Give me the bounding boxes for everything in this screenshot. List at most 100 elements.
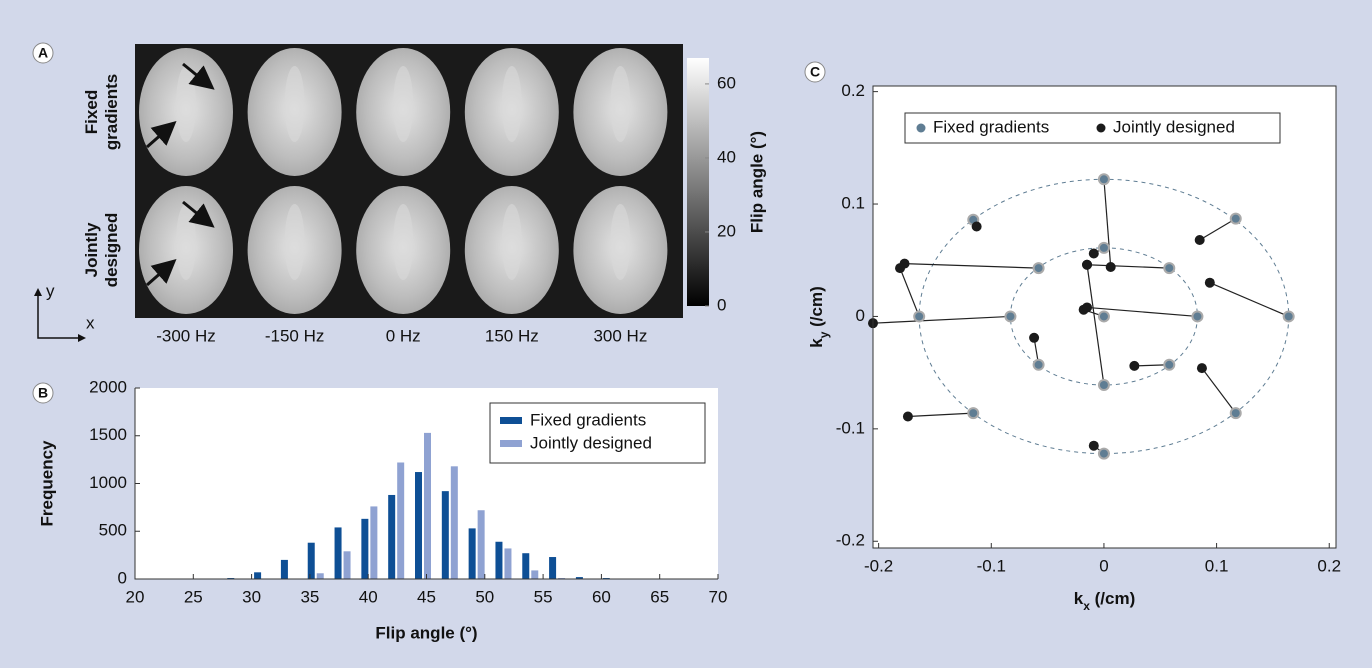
row-label-line: designed bbox=[102, 213, 121, 288]
y-axis-label-part: (/cm) bbox=[807, 286, 826, 331]
point bbox=[1097, 379, 1110, 392]
connector bbox=[1103, 179, 1112, 268]
x-axis-label-part: x bbox=[1083, 599, 1090, 613]
x-tick-label: 50 bbox=[475, 587, 494, 606]
point bbox=[1088, 440, 1099, 451]
point bbox=[1032, 262, 1045, 275]
panel-badge bbox=[804, 61, 826, 83]
brain-detail bbox=[501, 66, 522, 142]
axis-glyph-label: x bbox=[86, 313, 95, 332]
brain-detail bbox=[284, 66, 305, 142]
connector bbox=[1201, 367, 1237, 414]
brain-detail bbox=[176, 204, 196, 280]
bar bbox=[468, 528, 476, 579]
panel-label: B bbox=[38, 385, 48, 401]
bar bbox=[549, 557, 557, 579]
y-tick-label: 0.1 bbox=[841, 194, 865, 213]
connector bbox=[904, 263, 1039, 269]
bar bbox=[522, 553, 530, 579]
x-tick-label: 40 bbox=[359, 587, 378, 606]
bar bbox=[397, 462, 405, 579]
x-tick-label: 35 bbox=[300, 587, 319, 606]
bar bbox=[388, 494, 396, 579]
connector bbox=[899, 267, 920, 317]
colorbar bbox=[687, 58, 709, 306]
arrow bbox=[182, 200, 215, 228]
connector bbox=[1209, 282, 1289, 317]
point bbox=[1194, 235, 1205, 245]
bar bbox=[504, 548, 512, 579]
bar bbox=[531, 570, 539, 579]
y-tick-label: -0.2 bbox=[836, 531, 865, 550]
point bbox=[902, 411, 913, 422]
y-tick-label: 500 bbox=[99, 521, 127, 540]
x-tick-label: 55 bbox=[534, 587, 553, 606]
row-label-line: Jointly bbox=[82, 222, 101, 277]
column-label: 300 Hz bbox=[593, 326, 647, 345]
bar bbox=[477, 510, 485, 579]
point bbox=[895, 263, 906, 274]
point bbox=[967, 407, 980, 420]
point bbox=[1032, 358, 1045, 371]
legend-box bbox=[489, 402, 706, 464]
point bbox=[1191, 310, 1204, 323]
arrow bbox=[146, 259, 177, 287]
legend-marker bbox=[916, 123, 926, 133]
column-label: 0 Hz bbox=[386, 326, 421, 345]
y-tick-label: 0 bbox=[856, 306, 865, 325]
point bbox=[1282, 310, 1295, 323]
bar bbox=[424, 432, 432, 579]
colorbar-tick-label: 20 bbox=[717, 221, 736, 240]
point bbox=[1097, 310, 1110, 323]
legend-label: Fixed gradients bbox=[933, 117, 1049, 136]
bar bbox=[307, 542, 315, 579]
connector bbox=[907, 412, 974, 418]
row-label: Fixedgradients bbox=[82, 74, 121, 151]
bar bbox=[575, 577, 583, 579]
x-tick-label: 60 bbox=[592, 587, 611, 606]
y-tick-label: 0 bbox=[118, 568, 127, 587]
x-tick-label: 65 bbox=[650, 587, 669, 606]
connector bbox=[1086, 264, 1105, 386]
colorbar-tick-label: 60 bbox=[717, 73, 736, 92]
axis-glyph-label: y bbox=[46, 281, 55, 300]
bar bbox=[495, 541, 503, 579]
x-tick-label: 0.2 bbox=[1317, 556, 1341, 575]
legend-marker bbox=[1096, 123, 1106, 133]
point bbox=[1229, 212, 1242, 225]
y-axis-label: ky (/cm) bbox=[807, 286, 831, 348]
bar bbox=[450, 466, 458, 579]
connector bbox=[1087, 264, 1170, 269]
point bbox=[1229, 407, 1242, 420]
brain-detail bbox=[610, 204, 631, 280]
legend-label: Fixed gradients bbox=[530, 410, 646, 429]
colorbar-label: Flip angle (°) bbox=[747, 131, 766, 233]
x-tick-label: 70 bbox=[709, 587, 728, 606]
point bbox=[1082, 259, 1093, 270]
column-label: -150 Hz bbox=[265, 326, 325, 345]
y-tick-label: 2000 bbox=[89, 377, 127, 396]
point bbox=[1097, 173, 1110, 186]
legend-swatch bbox=[500, 440, 522, 447]
point bbox=[1082, 302, 1093, 313]
bar bbox=[441, 491, 449, 579]
connector bbox=[1086, 306, 1198, 318]
point bbox=[1204, 277, 1215, 288]
axis-glyph bbox=[37, 292, 82, 339]
x-tick-label: -0.1 bbox=[977, 556, 1006, 575]
bar bbox=[334, 527, 342, 579]
x-tick-label: 0 bbox=[1099, 556, 1108, 575]
y-axis-label-part: y bbox=[817, 331, 831, 338]
bar bbox=[280, 559, 288, 579]
bar bbox=[361, 518, 369, 579]
arrow bbox=[182, 62, 215, 90]
y-tick-label: 1000 bbox=[89, 473, 127, 492]
bar bbox=[370, 506, 378, 579]
axis-glyph-head bbox=[34, 288, 86, 342]
x-axis-label-part: (/cm) bbox=[1090, 589, 1135, 608]
legend-swatch bbox=[500, 417, 522, 424]
point bbox=[1097, 447, 1110, 460]
row-label-line: Fixed bbox=[82, 90, 101, 134]
